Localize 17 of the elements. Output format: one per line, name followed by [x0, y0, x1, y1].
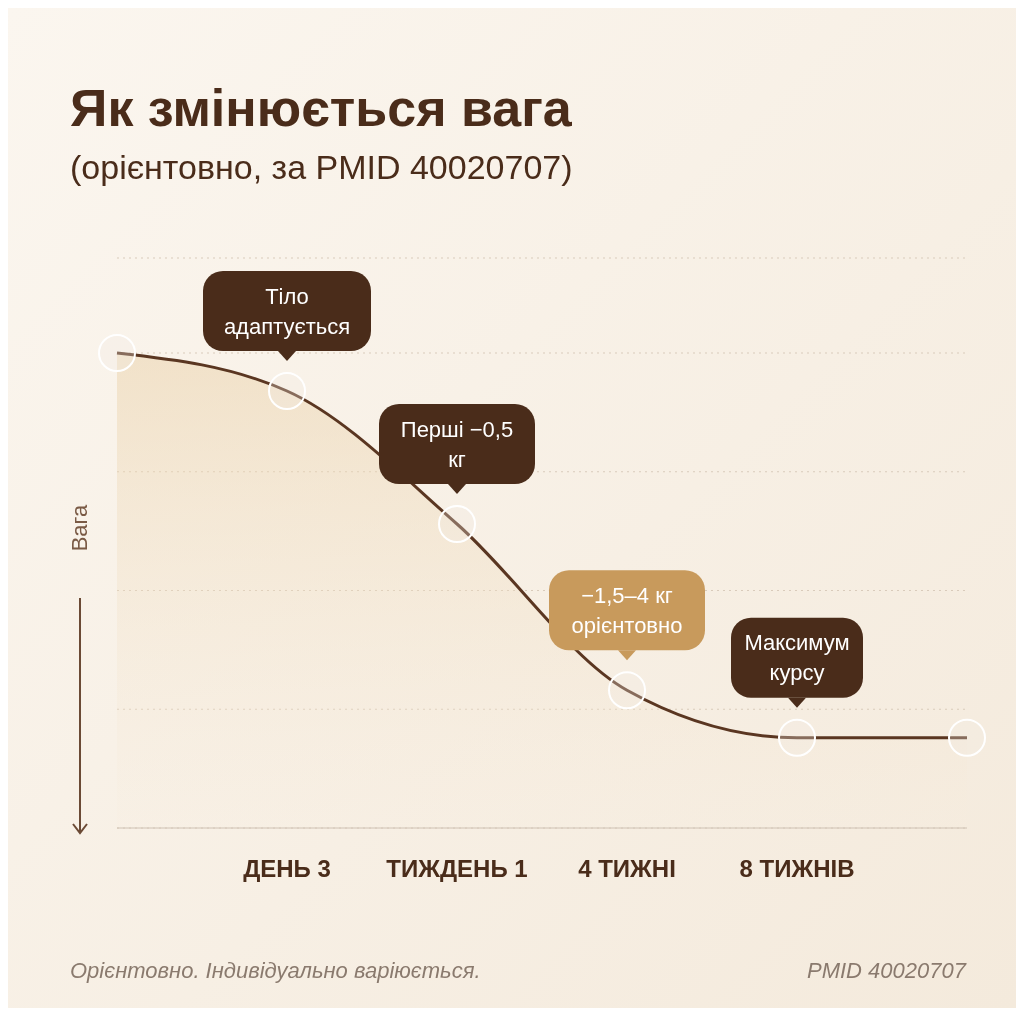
annotation: Максимум курсу — [744, 630, 850, 686]
annotation: Тіло адаптується — [223, 283, 351, 339]
chart-title: Як змінюється вага — [70, 78, 572, 138]
callout: Максимум курсу — [731, 617, 863, 708]
y-axis-title: Вага — [67, 504, 93, 552]
x-tick-label: 8 ТИЖНІВ — [739, 855, 855, 883]
x-tick-label: ТИЖДЕНЬ 1 — [386, 855, 528, 883]
x-tick-label: 4 ТИЖНІ — [578, 855, 676, 883]
callout: Перші −0,5 кг — [379, 404, 535, 494]
x-tick-label: ДЕНЬ 3 — [243, 855, 331, 883]
text: PMID 40020707 — [807, 958, 966, 984]
chart-subtitle: (орієнтовно, за PMID 40020707) — [70, 148, 573, 187]
callout: −1,5–4 кг орієнтовно — [549, 570, 705, 661]
text: Орієнтовно. Індивідуально варіюється. — [70, 958, 481, 984]
annotation: −1,5–4 кг орієнтовно — [571, 582, 683, 638]
callout: Тіло адаптується — [203, 271, 371, 361]
annotation: Перші −0,5 кг — [400, 416, 514, 472]
